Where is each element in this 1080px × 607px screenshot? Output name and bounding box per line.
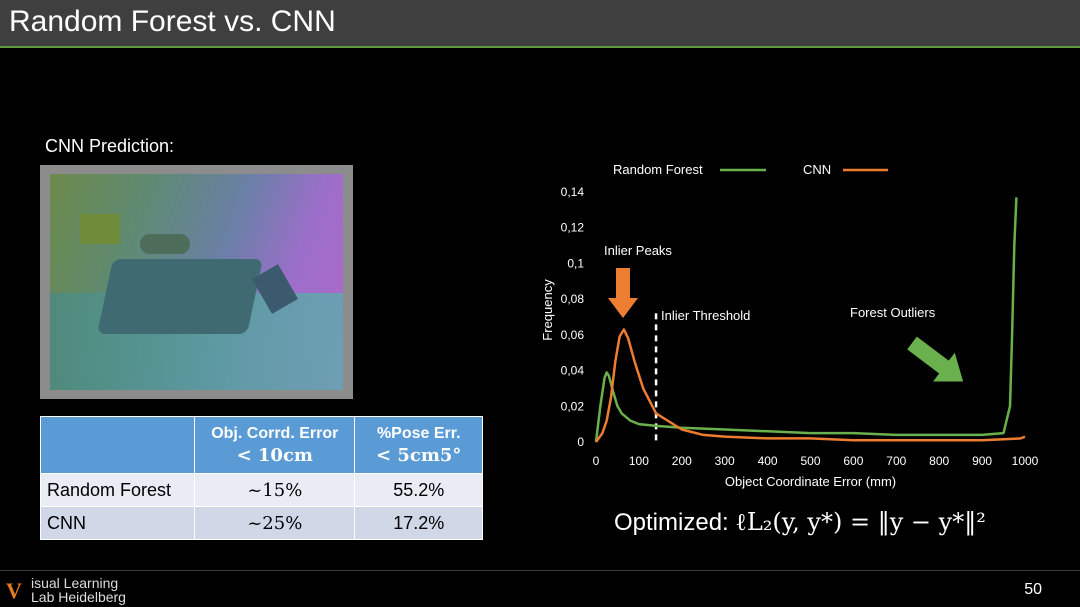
x-axis-title: Object Coordinate Error (mm)	[725, 474, 896, 489]
x-tick-label: 400	[758, 454, 778, 468]
optimized-formula: ℓL₂(y, y*) = ‖y − y*‖²	[735, 508, 986, 536]
table-row: CNN ~25% 17.2%	[39, 506, 483, 540]
x-tick-label: 0	[593, 454, 600, 468]
table-header-blank	[39, 416, 196, 474]
header-pose-error-line2: < 5cm5°	[376, 444, 462, 466]
annotation-inlier-peaks: Inlier Peaks	[604, 243, 672, 258]
table-header-row: Obj. Corrd. Error < 10cm %Pose Err. < 5c…	[39, 416, 483, 474]
x-tick-label: 500	[800, 454, 820, 468]
series-line-cnn	[594, 328, 1026, 443]
optimized-loss-text: Optimized: ℓL₂(y, y*) = ‖y − y*‖²	[614, 508, 986, 537]
y-tick-label: 0,02	[561, 399, 585, 413]
y-tick-label: 0,06	[561, 328, 585, 342]
legend-label-cnn: CNN	[803, 162, 831, 177]
page-number: 50	[1024, 581, 1042, 598]
x-tick-label: 600	[843, 454, 863, 468]
prediction-table-region	[97, 259, 263, 334]
logo-line1: isual Learning	[31, 575, 119, 591]
row-pose-error: 17.2%	[354, 506, 483, 540]
cnn-prediction-image-frame	[40, 165, 353, 399]
series-line-random-forest	[594, 197, 1018, 443]
x-tick-label: 900	[972, 454, 992, 468]
results-table: Obj. Corrd. Error < 10cm %Pose Err. < 5c…	[39, 416, 483, 540]
annotation-forest-outliers: Forest Outliers	[850, 305, 936, 320]
forest-outliers-arrow-icon	[907, 336, 964, 382]
slide-title: Random Forest vs. CNN	[9, 5, 336, 38]
row-name: Random Forest	[39, 473, 196, 507]
table-header-pose-error: %Pose Err. < 5cm5°	[354, 416, 483, 474]
y-tick-label: 0,08	[561, 292, 585, 306]
y-tick-label: 0,04	[561, 364, 585, 378]
row-obj-error: ~25%	[194, 506, 356, 540]
prediction-region	[140, 234, 190, 254]
header-obj-error-line1: Obj. Corrd. Error	[211, 424, 339, 442]
error-distribution-chart: 0 0,02 0,04 0,06 0,08 0,1 0,12 0,14 0 100 200 300 40…	[540, 162, 1039, 489]
x-tick-label: 800	[929, 454, 949, 468]
table-row: Random Forest ~15% 55.2%	[39, 473, 483, 507]
x-tick-label: 300	[715, 454, 735, 468]
optimized-prefix: Optimized:	[614, 509, 736, 536]
y-tick-label: 0,14	[561, 185, 585, 199]
y-axis-title: Frequency	[540, 279, 555, 341]
x-tick-label: 100	[629, 454, 649, 468]
x-tick-label: 200	[672, 454, 692, 468]
header-obj-error-line2: < 10cm	[236, 444, 313, 466]
y-tick-label: 0,1	[567, 256, 584, 270]
title-bar: Random Forest vs. CNN	[0, 0, 1080, 48]
x-tick-label: 1000	[1012, 454, 1039, 468]
x-tick-label: 700	[886, 454, 906, 468]
cnn-prediction-label: CNN Prediction:	[45, 136, 175, 156]
visual-learning-lab-logo: V isual Learning Lab Heidelberg	[6, 576, 131, 604]
logo-line2: Lab Heidelberg	[31, 589, 126, 605]
header-pose-error-line1: %Pose Err.	[376, 424, 461, 442]
row-pose-error: 55.2%	[354, 473, 483, 507]
inlier-peaks-arrow-icon	[608, 268, 638, 318]
y-tick-label: 0,12	[561, 221, 585, 235]
annotation-inlier-threshold: Inlier Threshold	[661, 308, 750, 323]
footer-divider	[0, 570, 1080, 571]
row-name: CNN	[39, 506, 196, 540]
legend-label-random-forest: Random Forest	[613, 162, 703, 177]
logo-mark: V	[6, 578, 22, 603]
y-tick-label: 0	[577, 435, 584, 449]
row-obj-error: ~15%	[194, 473, 356, 507]
cnn-prediction-image	[50, 174, 343, 390]
table-header-obj-error: Obj. Corrd. Error < 10cm	[194, 416, 356, 474]
prediction-region	[80, 214, 120, 244]
